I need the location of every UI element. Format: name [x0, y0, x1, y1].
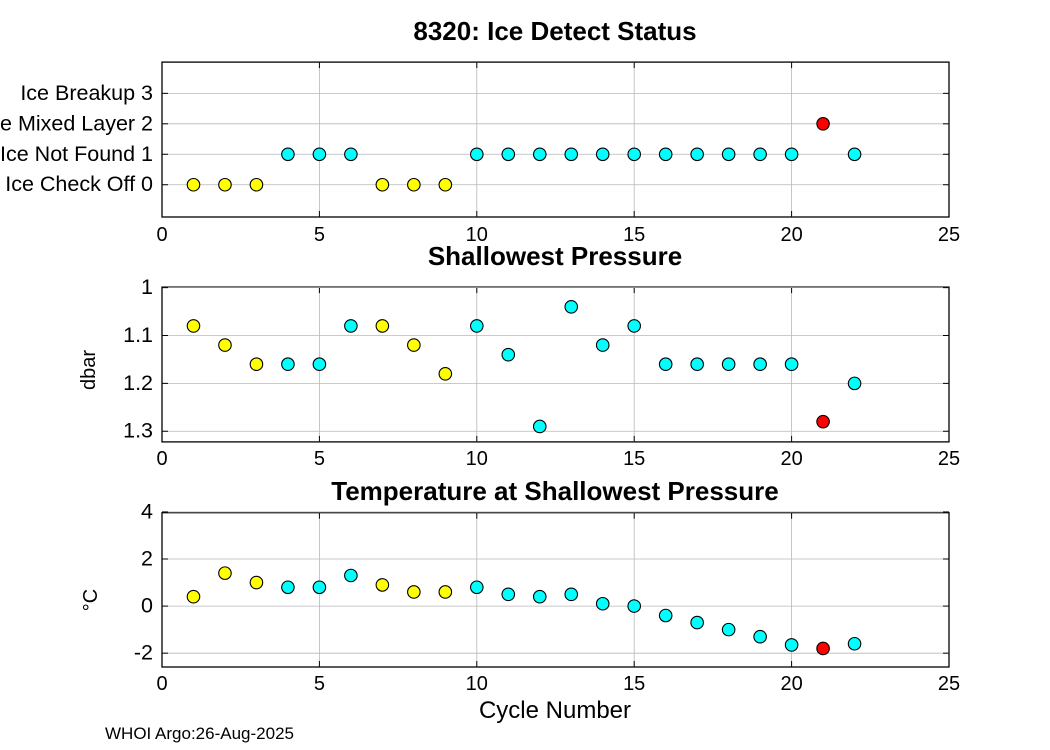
svg-text:0: 0 [156, 673, 167, 695]
svg-text:20: 20 [780, 673, 802, 695]
svg-text:WHOI Argo:26-Aug-2025: WHOI Argo:26-Aug-2025 [105, 724, 294, 743]
svg-text:Ice Mixed Layer 2: Ice Mixed Layer 2 [0, 111, 153, 135]
svg-text:25: 25 [938, 673, 960, 695]
svg-text:20: 20 [780, 448, 802, 470]
svg-text:25: 25 [938, 448, 960, 470]
svg-text:15: 15 [623, 673, 645, 695]
svg-text:0: 0 [156, 448, 167, 470]
svg-text:10: 10 [466, 448, 488, 470]
svg-text:dbar: dbar [78, 350, 100, 390]
svg-text:1: 1 [141, 275, 153, 299]
svg-text:0: 0 [156, 224, 167, 246]
svg-text:5: 5 [314, 673, 325, 695]
svg-text:Cycle Number: Cycle Number [479, 697, 631, 724]
svg-text:4: 4 [141, 499, 153, 523]
svg-text:Ice Breakup 3: Ice Breakup 3 [20, 81, 153, 105]
svg-text:°C: °C [80, 589, 102, 611]
svg-text:8320: Ice Detect Status: 8320: Ice Detect Status [413, 16, 696, 46]
svg-text:10: 10 [466, 224, 488, 246]
svg-text:20: 20 [780, 224, 802, 246]
svg-text:0: 0 [141, 594, 153, 618]
svg-text:2: 2 [141, 547, 153, 571]
svg-text:5: 5 [314, 224, 325, 246]
svg-text:Ice Check Off 0: Ice Check Off 0 [5, 172, 153, 196]
svg-text:25: 25 [938, 224, 960, 246]
svg-text:1.3: 1.3 [123, 419, 153, 443]
svg-text:10: 10 [466, 673, 488, 695]
svg-text:15: 15 [623, 448, 645, 470]
svg-text:5: 5 [314, 448, 325, 470]
svg-text:Temperature at Shallowest Pres: Temperature at Shallowest Pressure [331, 476, 778, 506]
svg-text:15: 15 [623, 224, 645, 246]
svg-text:Ice Not Found 1: Ice Not Found 1 [0, 142, 153, 166]
svg-text:1.2: 1.2 [123, 371, 153, 395]
svg-text:1.1: 1.1 [123, 323, 153, 347]
svg-text:-2: -2 [134, 641, 153, 665]
